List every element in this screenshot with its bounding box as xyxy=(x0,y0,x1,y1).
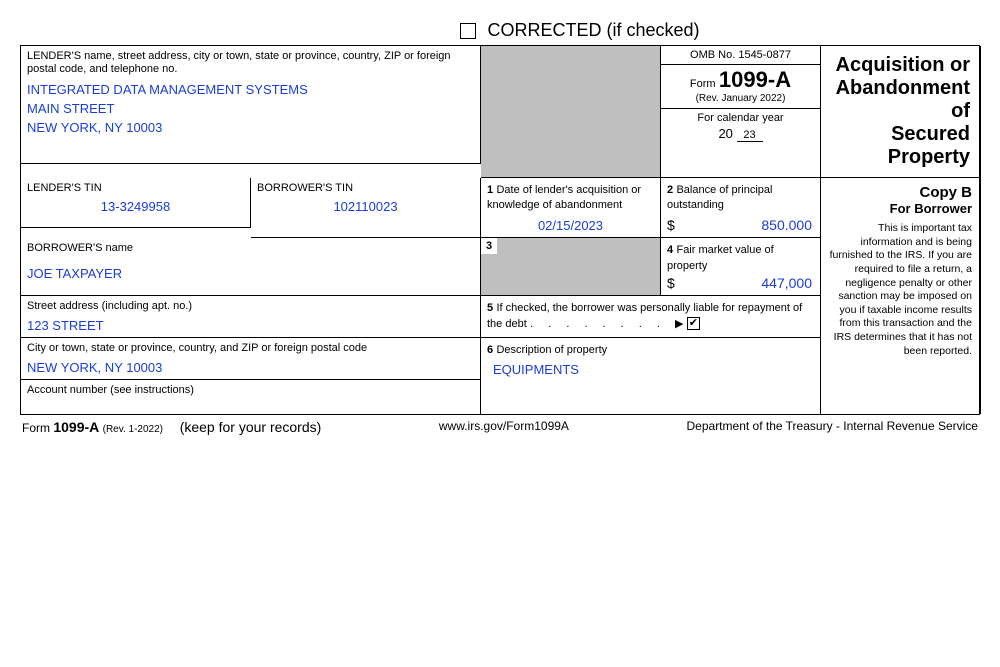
box-5: 5 If checked, the borrower was personall… xyxy=(481,296,821,338)
footer-url: www.irs.gov/Form1099A xyxy=(439,419,569,435)
lender-block-label: LENDER'S name, street address, city or t… xyxy=(27,50,474,76)
borrower-tin-cell: BORROWER'S TIN 102110023 xyxy=(251,178,481,238)
box1-label: Date of lender's acquisition or knowledg… xyxy=(487,184,641,211)
box1-value: 02/15/2023 xyxy=(487,218,654,233)
footer-rev: (Rev. 1-2022) xyxy=(103,424,163,435)
omb-number: OMB No. 1545-0877 xyxy=(661,46,820,65)
borrower-tin-label: BORROWER'S TIN xyxy=(257,182,474,195)
borrower-city-cell: City or town, state or province, country… xyxy=(21,338,481,380)
form-title-block: Acquisition or Abandonment of Secured Pr… xyxy=(821,46,981,178)
box6-label: Description of property xyxy=(496,344,607,356)
borrower-street-label: Street address (including apt. no.) xyxy=(27,300,474,313)
footer-form-num: 1099-A xyxy=(53,419,99,435)
form-meta-block: OMB No. 1545-0877 Form 1099-A (Rev. Janu… xyxy=(661,46,821,178)
title-line-3: Secured Property xyxy=(831,123,970,169)
title-line-2: Abandonment of xyxy=(831,77,970,123)
lender-block: LENDER'S name, street address, city or t… xyxy=(21,46,481,164)
lender-tin-label: LENDER'S TIN xyxy=(27,182,244,195)
keep-records: (keep for your records) xyxy=(180,419,322,435)
calendar-year-label: For calendar year xyxy=(661,112,820,124)
for-borrower-label: For Borrower xyxy=(829,201,972,216)
lender-name: INTEGRATED DATA MANAGEMENT SYSTEMS xyxy=(27,82,474,97)
corrected-label: CORRECTED (if checked) xyxy=(487,20,699,40)
account-number-label: Account number (see instructions) xyxy=(27,384,474,397)
calendar-year: 23 xyxy=(737,129,763,142)
box4-amount: 447,000 xyxy=(761,275,812,291)
box4-num: 4 xyxy=(667,244,673,256)
box5-num: 5 xyxy=(487,302,493,314)
corrected-row: CORRECTED (if checked) xyxy=(20,20,980,41)
dollar-sign-4: $ xyxy=(667,275,675,291)
form-number: 1099-A xyxy=(719,67,791,92)
borrower-name-cell: BORROWER'S name JOE TAXPAYER xyxy=(21,238,481,296)
dollar-sign-2: $ xyxy=(667,217,675,233)
account-number-cell: Account number (see instructions) xyxy=(21,380,481,414)
box-4: 4 Fair market value of property $ 447,00… xyxy=(661,238,821,296)
box-1: 1 Date of lender's acquisition or knowle… xyxy=(481,178,661,238)
borrower-name-label: BORROWER'S name xyxy=(27,242,474,255)
corrected-checkbox[interactable] xyxy=(460,23,476,39)
copy-b-label: Copy B xyxy=(829,184,972,201)
box4-label: Fair market value of property xyxy=(667,244,774,271)
year-prefix: 20 xyxy=(718,126,732,141)
arrow-icon: ▶ xyxy=(675,318,683,330)
box2-amount: 850.000 xyxy=(761,217,812,233)
copy-b-block: Copy B For Borrower This is important ta… xyxy=(821,178,981,414)
lender-street: MAIN STREET xyxy=(27,101,474,116)
form-grid: LENDER'S name, street address, city or t… xyxy=(20,45,980,415)
box5-checkbox[interactable]: ✔ xyxy=(687,317,700,330)
borrower-city-label: City or town, state or province, country… xyxy=(27,342,474,355)
form-revision: (Rev. January 2022) xyxy=(661,93,820,104)
box2-num: 2 xyxy=(667,184,673,196)
box6-value: EQUIPMENTS xyxy=(487,362,814,377)
lender-tin-value: 13-3249958 xyxy=(27,199,244,214)
form-1099a: CORRECTED (if checked) LENDER'S name, st… xyxy=(20,20,980,435)
irs-notice: This is important tax information and is… xyxy=(829,222,972,358)
borrower-street-cell: Street address (including apt. no.) 123 … xyxy=(21,296,481,338)
box-2: 2 Balance of principal outstanding $ 850… xyxy=(661,178,821,238)
lender-tin-cell: LENDER'S TIN 13-3249958 xyxy=(21,178,251,228)
box-3: 3 xyxy=(481,238,661,296)
box2-label: Balance of principal outstanding xyxy=(667,184,772,211)
form-footer: Form 1099-A (Rev. 1-2022) (keep for your… xyxy=(20,415,980,435)
borrower-street-value: 123 STREET xyxy=(27,318,474,333)
borrower-tin-value: 102110023 xyxy=(257,199,474,214)
footer-form-text: Form xyxy=(22,421,50,435)
footer-dept: Department of the Treasury - Internal Re… xyxy=(687,419,978,435)
box-6: 6 Description of property EQUIPMENTS xyxy=(481,338,821,414)
title-line-1: Acquisition or xyxy=(831,54,970,77)
box1-num: 1 xyxy=(487,184,493,196)
borrower-name-value: JOE TAXPAYER xyxy=(27,266,474,281)
borrower-city-value: NEW YORK, NY 10003 xyxy=(27,360,474,375)
form-prefix: Form xyxy=(690,78,716,90)
shaded-top xyxy=(481,46,661,178)
box6-num: 6 xyxy=(487,344,493,356)
box3-num: 3 xyxy=(481,238,497,254)
lender-city: NEW YORK, NY 10003 xyxy=(27,120,474,135)
